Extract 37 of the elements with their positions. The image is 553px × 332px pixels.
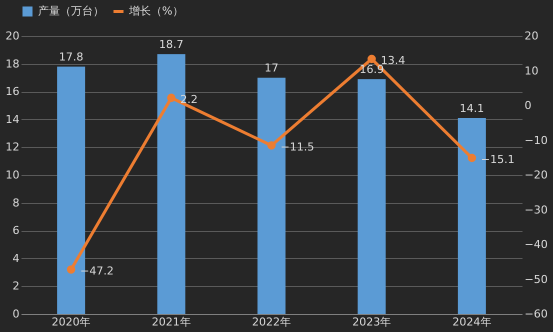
y-tick-label: 12 (6, 140, 20, 154)
legend-label: 增长（%） (128, 4, 184, 18)
y2-tick-label: 20 (524, 30, 538, 42)
y2-tick-label: −50 (524, 272, 548, 286)
y-tick-label: 8 (12, 196, 20, 210)
bar (358, 79, 386, 314)
y2-tick-label: −20 (524, 168, 548, 182)
y-tick-label: 10 (6, 168, 20, 182)
y2-tick-label: −10 (524, 134, 548, 147)
legend-label: 产量（万台） (38, 4, 104, 18)
y-tick-label: 6 (12, 224, 20, 238)
y2-tick-label: −30 (524, 203, 548, 216)
y-tick-label: 14 (6, 112, 20, 126)
y2-tick-label: −60 (524, 308, 548, 320)
y-tick-label: 20 (6, 30, 20, 42)
point (368, 54, 376, 64)
point (66, 265, 76, 274)
y-tick-label: 0 (12, 308, 20, 320)
y-tick-label: 16 (6, 85, 20, 98)
data-label: 17 (264, 62, 278, 75)
y2-tick-label: 0 (524, 99, 532, 112)
y-tick-label: 2 (12, 280, 20, 293)
y2-tick-label: −40 (524, 238, 548, 251)
y-tick-label: 4 (12, 252, 20, 265)
point (267, 141, 276, 150)
y2-tick-label: 10 (524, 64, 538, 78)
x-tick-label: 2024年 (452, 316, 492, 328)
x-tick-label: 2022年 (252, 316, 291, 328)
x-tick-label: 2020年 (52, 316, 91, 328)
x-tick-label: 2021年 (152, 316, 191, 328)
data-label: 14.1 (460, 102, 484, 116)
data-label: 18.7 (159, 38, 184, 52)
point (167, 94, 176, 102)
point (468, 154, 476, 162)
data-label: 17.8 (58, 50, 84, 64)
y-tick-label: 18 (6, 57, 20, 70)
x-tick-label: 2023年 (352, 316, 392, 328)
